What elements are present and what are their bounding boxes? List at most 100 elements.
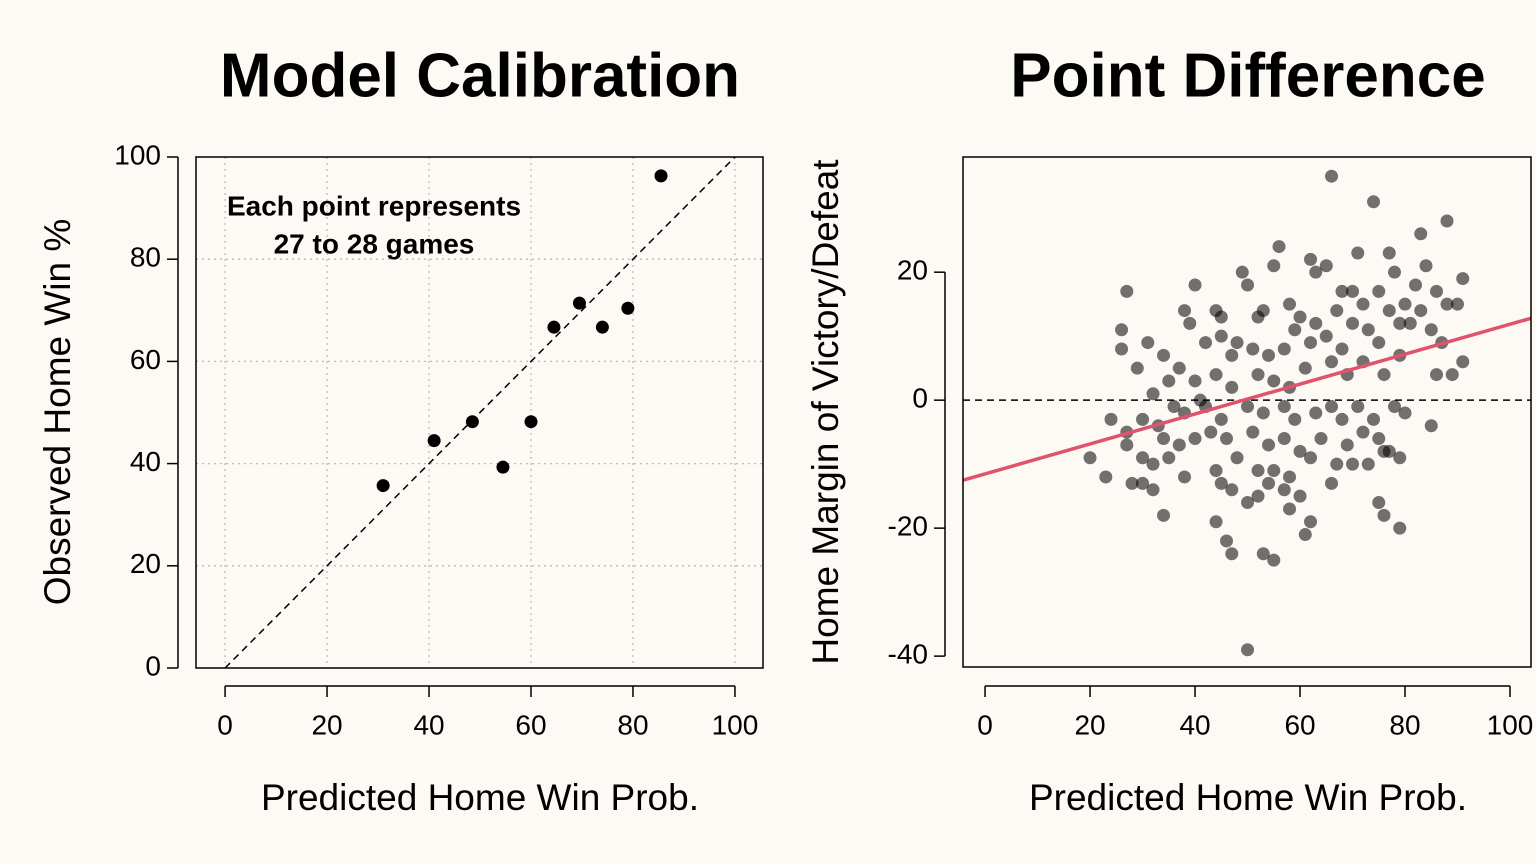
point — [1288, 323, 1302, 337]
y-tick-label: -20 — [888, 511, 928, 542]
point — [1256, 304, 1270, 318]
point — [572, 296, 586, 310]
point — [1120, 438, 1134, 452]
point — [1262, 348, 1276, 362]
point — [654, 169, 668, 183]
point — [1409, 278, 1423, 292]
point — [427, 434, 441, 448]
point — [1220, 534, 1234, 548]
point — [1372, 496, 1386, 510]
point — [496, 460, 510, 474]
point — [1172, 361, 1186, 375]
point — [1246, 425, 1260, 439]
point — [1267, 259, 1281, 273]
x-tick-label: 100 — [1487, 709, 1534, 740]
point — [1188, 432, 1202, 446]
point — [1146, 387, 1160, 401]
x-tick-label: 80 — [617, 709, 648, 740]
point — [1325, 355, 1339, 369]
y-tick-label: 40 — [130, 446, 161, 477]
point — [547, 320, 561, 334]
point — [1304, 515, 1318, 529]
point — [1178, 470, 1192, 484]
point — [1272, 240, 1286, 254]
point — [1125, 476, 1139, 490]
point — [1351, 246, 1365, 260]
point — [1309, 265, 1323, 279]
y-tick-label: 100 — [114, 139, 161, 170]
point — [1193, 393, 1207, 407]
point — [1104, 412, 1118, 426]
point — [1209, 515, 1223, 529]
point — [1398, 297, 1412, 311]
point — [1235, 265, 1249, 279]
point — [1346, 457, 1360, 471]
point — [1309, 316, 1323, 330]
point — [1136, 451, 1150, 465]
point — [1277, 432, 1291, 446]
point — [1430, 284, 1444, 298]
point — [1136, 412, 1150, 426]
point — [1162, 374, 1176, 388]
y-tick-label: -40 — [888, 639, 928, 670]
point — [1146, 457, 1160, 471]
point — [1424, 419, 1438, 433]
plot-area — [196, 157, 763, 668]
point — [1445, 368, 1459, 382]
point — [1256, 547, 1270, 561]
x-tick-label: 20 — [1074, 709, 1105, 740]
point — [1393, 316, 1407, 330]
y-tick-label: 0 — [912, 383, 928, 414]
point — [1293, 444, 1307, 458]
point — [1246, 342, 1260, 356]
point — [1188, 278, 1202, 292]
point — [1251, 368, 1265, 382]
point — [1162, 451, 1176, 465]
point — [1183, 316, 1197, 330]
y-tick-label: 80 — [130, 242, 161, 273]
plot-frame — [962, 156, 1532, 668]
point — [1277, 400, 1291, 414]
point — [1403, 316, 1417, 330]
x-tick-label: 80 — [1389, 709, 1420, 740]
point — [1298, 361, 1312, 375]
point — [1225, 483, 1239, 497]
point — [1393, 451, 1407, 465]
point — [1314, 432, 1328, 446]
point — [1456, 272, 1470, 286]
point — [1251, 489, 1265, 503]
point — [1209, 368, 1223, 382]
point — [1262, 476, 1276, 490]
x-tick-label: 40 — [1179, 709, 1210, 740]
x-tick-label: 0 — [217, 709, 233, 740]
annotation: Each point represents — [227, 190, 521, 221]
point — [1356, 425, 1370, 439]
point — [1083, 451, 1097, 465]
y-axis-label: Home Margin of Victory/Defeat — [805, 159, 846, 665]
point — [1335, 284, 1349, 298]
point — [1377, 508, 1391, 522]
point — [1361, 457, 1375, 471]
point — [1293, 489, 1307, 503]
x-tick-label: 60 — [1284, 709, 1315, 740]
point — [1419, 259, 1433, 273]
point — [1225, 547, 1239, 561]
point — [1241, 278, 1255, 292]
point — [1288, 412, 1302, 426]
point — [1298, 528, 1312, 542]
plot-frame — [195, 156, 764, 669]
trend-line — [963, 316, 1531, 482]
point — [1351, 400, 1365, 414]
point — [1335, 342, 1349, 356]
point — [1304, 252, 1318, 266]
point — [1178, 304, 1192, 318]
point — [595, 320, 609, 334]
point — [1393, 521, 1407, 535]
point — [1440, 297, 1454, 311]
point — [1424, 323, 1438, 337]
point — [1398, 406, 1412, 420]
point — [1346, 284, 1360, 298]
point — [1361, 323, 1375, 337]
point — [1241, 400, 1255, 414]
x-tick-label: 20 — [311, 709, 342, 740]
